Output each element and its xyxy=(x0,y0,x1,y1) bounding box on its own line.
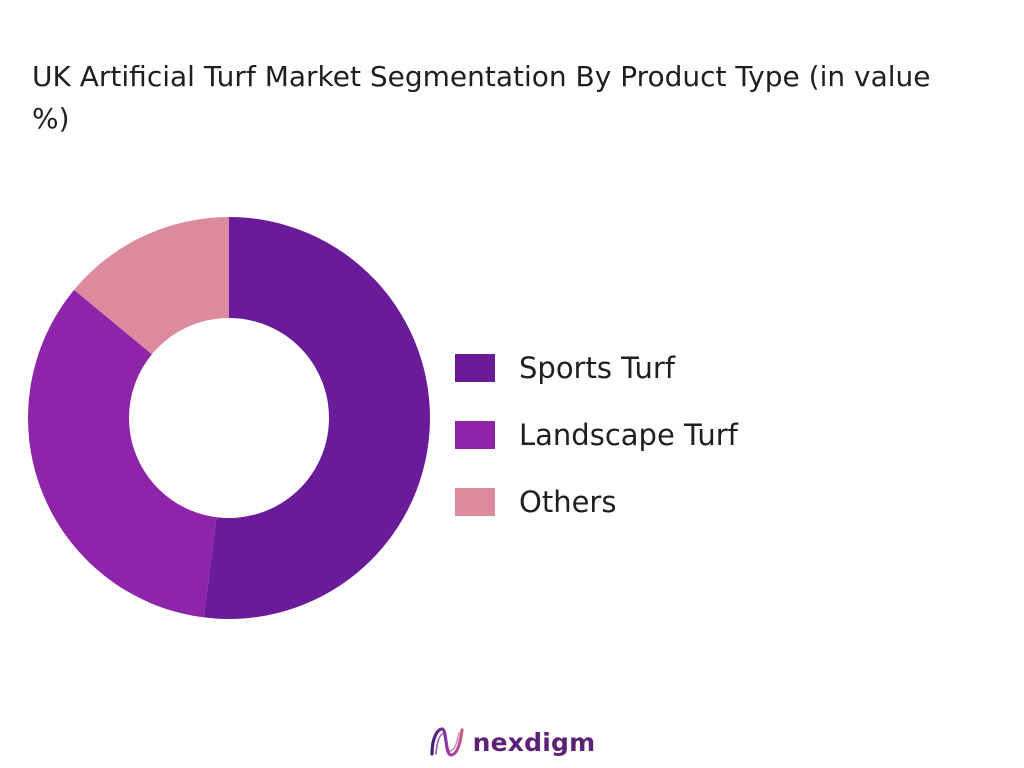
legend-label-landscape-turf: Landscape Turf xyxy=(519,417,738,452)
legend-swatch-sports-turf xyxy=(455,353,495,382)
donut-chart xyxy=(27,217,430,619)
legend-label-sports-turf: Sports Turf xyxy=(519,350,676,385)
donut-slice-others xyxy=(74,217,230,355)
legend-item-landscape-turf: Landscape Turf xyxy=(455,401,738,468)
legend-label-others: Others xyxy=(519,484,617,519)
chart-legend: Sports Turf Landscape Turf Others xyxy=(455,334,738,535)
brand-name: nexdigm xyxy=(472,727,596,757)
donut-slice-landscape-turf xyxy=(27,289,217,618)
donut-slice-sports-turf xyxy=(203,217,430,619)
nexdigm-wave-icon xyxy=(430,727,464,757)
legend-swatch-landscape-turf xyxy=(455,420,495,449)
chart-title: UK Artificial Turf Market Segmentation B… xyxy=(32,60,931,135)
legend-item-sports-turf: Sports Turf xyxy=(455,334,738,401)
legend-swatch-others xyxy=(455,487,495,516)
footer-brand: nexdigm xyxy=(0,722,1024,762)
legend-item-others: Others xyxy=(455,468,738,535)
